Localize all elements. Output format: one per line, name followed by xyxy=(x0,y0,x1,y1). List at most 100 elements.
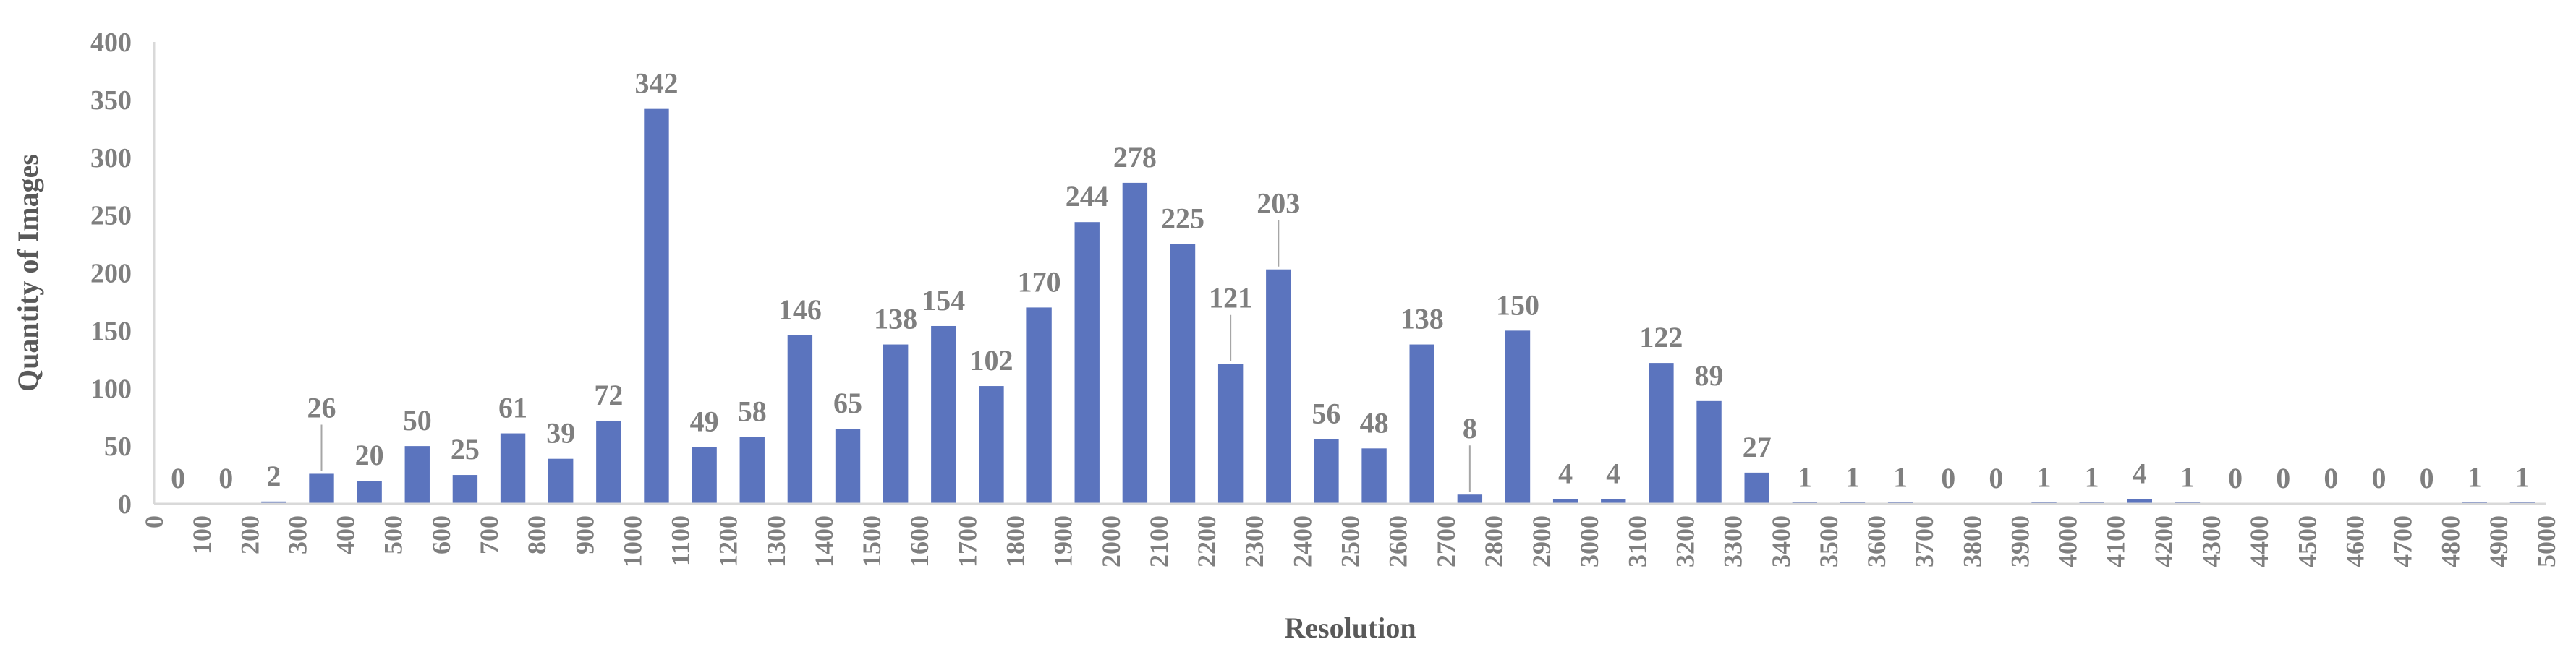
x-tick-label: 100 xyxy=(187,515,216,554)
x-tick-label: 4800 xyxy=(2436,515,2465,567)
leader-lines xyxy=(320,220,1471,492)
data-label: 102 xyxy=(969,344,1013,377)
bar xyxy=(452,475,478,504)
x-tick-label: 3400 xyxy=(1767,515,1795,567)
data-label: 1 xyxy=(1893,460,1908,493)
bar xyxy=(1122,182,1148,504)
x-tick-label: 2900 xyxy=(1527,515,1556,567)
data-label: 1 xyxy=(1845,460,1860,493)
x-tick-label: 1000 xyxy=(618,515,647,567)
bar xyxy=(500,433,526,504)
bar xyxy=(1409,344,1434,504)
data-label: 49 xyxy=(690,406,719,438)
data-label: 342 xyxy=(634,67,678,100)
x-tick-label: 4200 xyxy=(2149,515,2178,567)
x-tick-label: 4700 xyxy=(2389,515,2418,567)
x-tick-label: 2300 xyxy=(1240,515,1269,567)
data-label: 146 xyxy=(778,293,822,326)
data-label: 65 xyxy=(833,387,862,419)
bar xyxy=(644,108,669,504)
bar xyxy=(979,386,1004,504)
x-axis-tick-labels: 0 100 200 300 400 500 600 700 800 900 1000 1100 1200… xyxy=(140,515,2561,567)
x-tick-label: 3500 xyxy=(1814,515,1843,567)
data-label: 1 xyxy=(1798,460,1812,493)
data-label: 25 xyxy=(451,433,480,466)
data-label: 122 xyxy=(1639,321,1683,353)
bar xyxy=(261,501,286,504)
x-tick-label: 2100 xyxy=(1144,515,1173,567)
x-tick-label: 4600 xyxy=(2340,515,2369,567)
x-tick-label: 4400 xyxy=(2245,515,2274,567)
x-tick-label: 2600 xyxy=(1384,515,1413,567)
x-tick-label: 1200 xyxy=(714,515,743,567)
data-label: 4 xyxy=(2133,458,2147,490)
y-tick-label: 400 xyxy=(90,27,132,58)
y-tick-label: 350 xyxy=(90,85,132,116)
x-tick-label: 4500 xyxy=(2292,515,2321,567)
data-label: 8 xyxy=(1463,412,1477,445)
x-tick-label: 3300 xyxy=(1719,515,1748,567)
data-label: 225 xyxy=(1161,202,1204,235)
bar xyxy=(596,420,621,504)
data-label: 154 xyxy=(922,284,965,317)
data-label: 58 xyxy=(738,395,767,427)
data-label: 61 xyxy=(498,392,527,424)
data-label: 1 xyxy=(2180,460,2195,493)
x-tick-label: 4900 xyxy=(2484,515,2513,567)
x-tick-label: 2800 xyxy=(1479,515,1508,567)
x-tick-label: 2500 xyxy=(1336,515,1365,567)
y-axis-tick-labels: 0 50 100 150 200 250 300 350 400 xyxy=(90,27,132,520)
x-tick-label: 1100 xyxy=(666,515,695,566)
x-tick-label: 4100 xyxy=(2101,515,2130,567)
x-tick-label: 700 xyxy=(475,515,503,554)
y-tick-label: 50 xyxy=(104,432,132,462)
bar xyxy=(835,429,861,504)
data-label: 0 xyxy=(2228,462,2243,494)
y-tick-label: 250 xyxy=(90,201,132,231)
x-tick-label: 1700 xyxy=(953,515,982,567)
x-tick-label: 2200 xyxy=(1192,515,1221,567)
data-label: 138 xyxy=(874,303,917,335)
x-tick-label: 400 xyxy=(331,515,360,554)
x-tick-label: 500 xyxy=(379,515,408,554)
x-tick-label: 1900 xyxy=(1049,515,1078,567)
data-label: 72 xyxy=(594,379,623,411)
bar xyxy=(1552,499,1578,504)
bar xyxy=(309,473,334,504)
y-tick-label: 100 xyxy=(90,374,132,404)
data-label: 50 xyxy=(403,404,432,437)
x-tick-label: 1500 xyxy=(857,515,886,567)
data-label: 0 xyxy=(2276,462,2290,494)
x-tick-label: 800 xyxy=(522,515,551,554)
bar xyxy=(1696,400,1722,504)
bar xyxy=(692,447,717,504)
bar xyxy=(2127,499,2153,504)
bar xyxy=(404,446,430,504)
data-label: 0 xyxy=(218,462,233,494)
x-tick-label: 3900 xyxy=(2005,515,2034,567)
data-label: 89 xyxy=(1695,359,1724,392)
bar xyxy=(1361,448,1387,504)
data-label: 1 xyxy=(2037,460,2052,493)
bar xyxy=(1314,439,1339,504)
bar xyxy=(1026,307,1052,504)
data-label: 26 xyxy=(307,391,336,424)
x-tick-label: 1800 xyxy=(1001,515,1030,567)
data-label: 27 xyxy=(1743,431,1772,463)
bar xyxy=(739,437,765,504)
bar xyxy=(1074,222,1100,504)
data-label: 2 xyxy=(266,460,281,492)
data-label: 1 xyxy=(2515,460,2530,493)
bar xyxy=(1266,269,1291,504)
data-label: 138 xyxy=(1400,303,1444,335)
data-label: 1 xyxy=(2467,460,2482,493)
bar xyxy=(1601,499,1626,504)
data-label: 48 xyxy=(1360,406,1389,439)
x-tick-label: 4000 xyxy=(2054,515,2083,567)
x-tick-label: 0 xyxy=(140,515,169,528)
x-tick-label: 1400 xyxy=(809,515,838,567)
y-tick-label: 200 xyxy=(90,259,132,289)
data-label: 4 xyxy=(1558,458,1573,490)
